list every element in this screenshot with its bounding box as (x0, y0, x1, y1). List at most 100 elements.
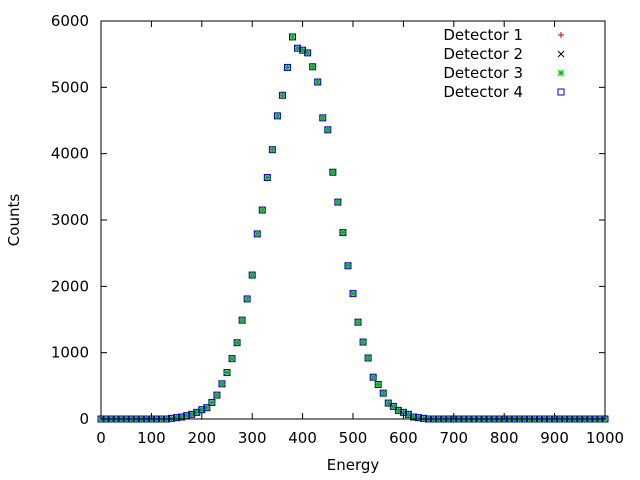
series-4 (97, 33, 609, 423)
x-tick-label: 1000 (586, 429, 624, 447)
y-tick-label: 3000 (51, 211, 89, 229)
data-point (379, 389, 387, 397)
data-point (415, 414, 423, 422)
data-point (359, 338, 367, 346)
data-point (278, 91, 286, 99)
data-point (238, 316, 246, 324)
data-point (379, 389, 387, 397)
plot-marks (97, 33, 609, 423)
data-point (314, 78, 322, 86)
data-point (198, 406, 206, 414)
data-point (309, 63, 317, 71)
data-point (294, 44, 302, 52)
data-point (208, 398, 216, 406)
data-point (324, 126, 332, 134)
data-point (233, 339, 241, 347)
data-point (354, 318, 362, 326)
series-1 (98, 33, 608, 422)
legend-entry: Detector 2 (443, 45, 565, 63)
data-point (289, 33, 296, 41)
data-point (243, 295, 251, 303)
legend-marker (557, 50, 565, 58)
data-point (203, 404, 211, 412)
x-tick-label: 300 (238, 429, 267, 447)
x-tick-label: 500 (339, 429, 368, 447)
x-axis-label: Energy (327, 456, 380, 474)
data-point (334, 198, 342, 206)
data-point (213, 391, 221, 399)
data-point (218, 380, 226, 388)
data-point (268, 146, 276, 154)
legend-entry: Detector 3 (443, 64, 565, 82)
data-point (228, 355, 236, 362)
data-point (243, 295, 251, 303)
data-point (223, 369, 231, 377)
x-tick-label: 700 (439, 429, 468, 447)
y-tick-label: 5000 (51, 78, 89, 96)
data-point (329, 168, 337, 176)
data-point (173, 414, 181, 422)
data-point (284, 64, 291, 71)
data-point (349, 290, 357, 298)
legend-label: Detector 4 (443, 83, 523, 101)
legend-entry: Detector 4 (443, 83, 565, 101)
data-point (334, 198, 342, 206)
legend-marker (557, 88, 565, 96)
data-point (324, 126, 332, 134)
x-tick-label: 400 (288, 429, 317, 447)
data-point (248, 271, 256, 279)
data-point (349, 290, 357, 297)
data-point (420, 414, 428, 422)
series-2 (97, 33, 609, 423)
x-tick-label: 600 (389, 429, 418, 447)
x-tick-label: 200 (187, 429, 216, 447)
legend-marker (558, 32, 564, 38)
legend-label: Detector 1 (443, 26, 523, 44)
data-point (369, 373, 377, 381)
y-tick-label: 4000 (51, 145, 89, 163)
data-point (233, 339, 241, 347)
data-point (304, 49, 312, 57)
data-point (374, 381, 382, 389)
data-point (354, 318, 362, 326)
series-3 (97, 33, 609, 423)
data-point (374, 381, 382, 388)
data-point (253, 230, 261, 238)
data-point (258, 206, 266, 214)
data-point (218, 380, 226, 388)
plot-frame (100, 20, 606, 420)
data-point (274, 112, 281, 120)
data-point (364, 354, 372, 362)
data-point (389, 402, 397, 410)
data-point (339, 229, 347, 236)
data-point (319, 114, 327, 122)
data-point (394, 406, 402, 414)
data-point (178, 413, 186, 421)
data-point (269, 146, 276, 154)
data-point (283, 63, 291, 71)
data-point (253, 230, 261, 238)
data-point (273, 112, 281, 120)
data-point (344, 262, 352, 270)
y-axis-label: Counts (5, 194, 23, 247)
y-tick-label: 6000 (51, 12, 89, 30)
data-point (263, 174, 271, 181)
legend-entry: Detector 1 (443, 26, 564, 44)
data-point (258, 206, 266, 214)
data-point (319, 114, 327, 122)
y-tick-label: 1000 (51, 344, 89, 362)
data-point (168, 414, 176, 422)
data-point (263, 174, 271, 182)
data-point (409, 413, 417, 421)
data-point (279, 91, 286, 99)
y-tick-label: 2000 (51, 277, 89, 295)
data-point (238, 316, 246, 324)
data-point (309, 63, 317, 71)
data-point (339, 229, 347, 237)
data-point (314, 78, 322, 86)
data-point (364, 354, 372, 362)
data-point (359, 338, 367, 346)
data-point (289, 33, 297, 41)
